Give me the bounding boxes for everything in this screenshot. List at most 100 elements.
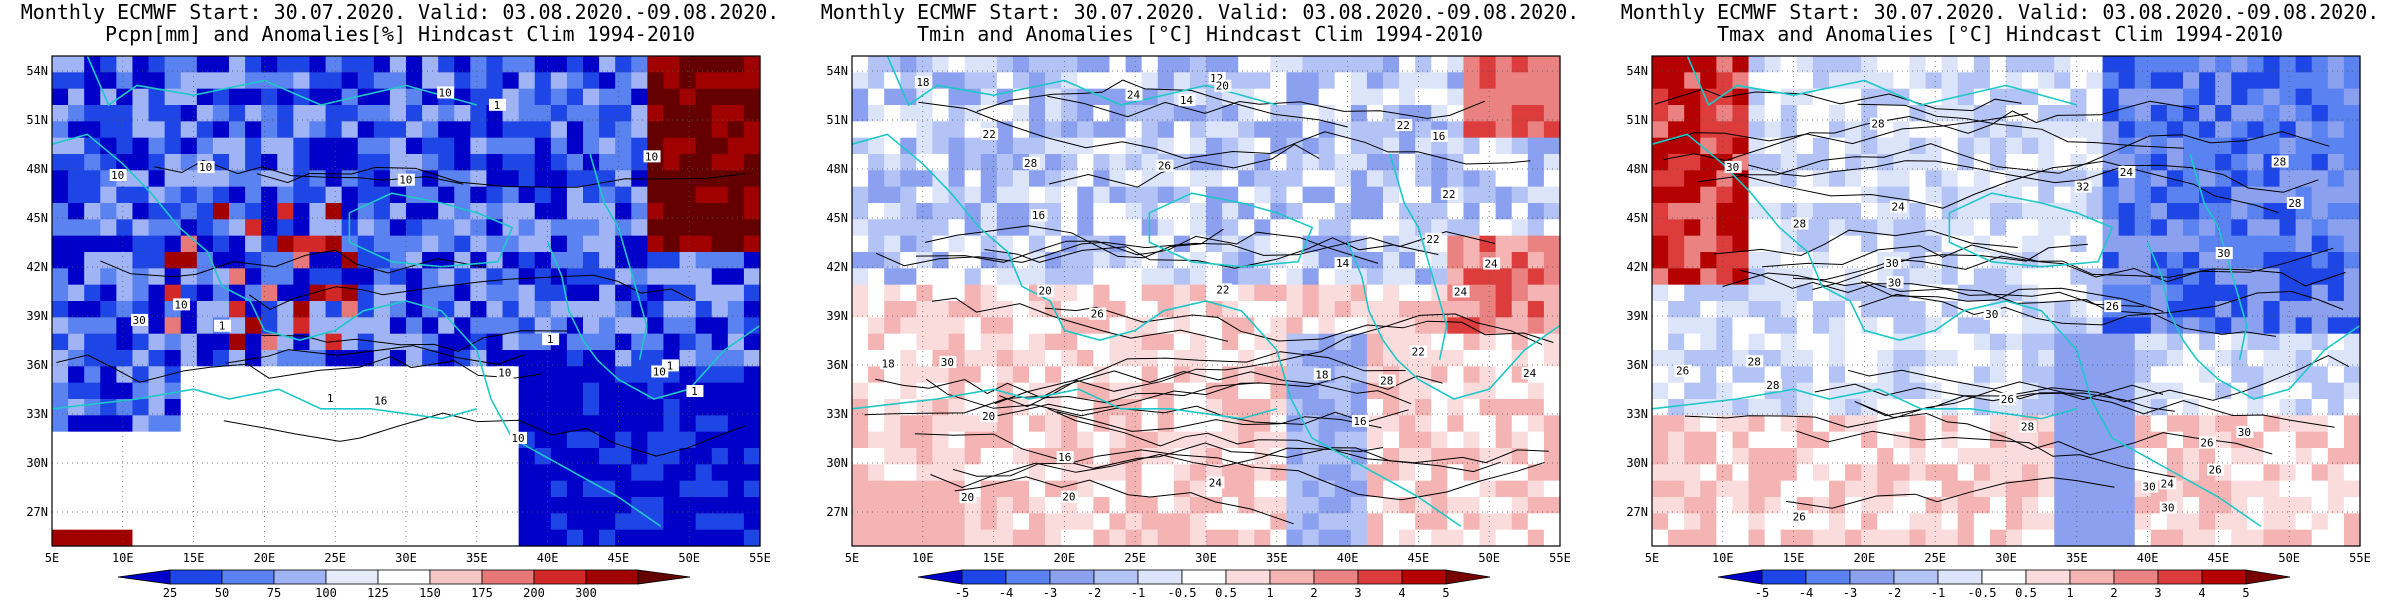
- lon-label: 10E: [1712, 551, 1734, 565]
- contour-label: 10: [174, 298, 187, 311]
- colorbar-label: 4: [1398, 586, 1405, 600]
- colorbar-swatch: [1401, 569, 1447, 585]
- contour-label: 18: [1315, 368, 1328, 381]
- lat-label: 33N: [26, 407, 48, 421]
- contour-label: 30: [2161, 502, 2174, 515]
- lon-label: 40E: [2137, 551, 2159, 565]
- colorbar-label: 125: [367, 586, 389, 600]
- contour-label: 22: [1426, 233, 1439, 246]
- contour-label-bg: [1214, 283, 1232, 296]
- lat-label: 42N: [826, 260, 848, 274]
- contour-label: 30: [2238, 426, 2251, 439]
- contour-label-bg: [2118, 165, 2136, 178]
- contour-label: 14: [1336, 257, 1350, 270]
- lon-label: 45E: [608, 551, 630, 565]
- contour-label-bg: [1440, 187, 1458, 200]
- lat-label: 30N: [1626, 456, 1648, 470]
- lat-label: 51N: [1626, 113, 1648, 127]
- lon-label: 25E: [324, 551, 346, 565]
- contour-label-bg: [173, 298, 191, 311]
- panel-title-line1: Monthly ECMWF Start: 30.07.2020. Valid: …: [1620, 0, 2380, 24]
- contour-label-bg: [1886, 276, 1904, 289]
- contour-label-bg: [2286, 196, 2304, 209]
- lon-label: 35E: [2066, 551, 2088, 565]
- contour-label-bg: [2074, 180, 2092, 193]
- colorbar-swatch: [429, 569, 483, 585]
- lon-label: 5E: [1645, 551, 1659, 565]
- contour-label-bg: [1214, 79, 1232, 92]
- lon-label: 20E: [254, 551, 276, 565]
- colorbar-label: 50: [215, 586, 229, 600]
- lat-label: 51N: [826, 113, 848, 127]
- contour-label-bg: [981, 127, 999, 140]
- colorbar-swatch: [1313, 569, 1359, 585]
- lat-label: 30N: [26, 456, 48, 470]
- colorbar-label: 2: [2110, 586, 2117, 600]
- contour-label-bg: [322, 391, 340, 404]
- contour-label-bg: [2159, 501, 2177, 514]
- contour-label: 28: [1748, 355, 1761, 368]
- colorbar-swatch: [2025, 569, 2071, 585]
- lon-label: 40E: [1337, 551, 1359, 565]
- contour-label-bg: [1724, 160, 1742, 173]
- panel-tmax: Monthly ECMWF Start: 30.07.2020. Valid: …: [1600, 0, 2400, 600]
- colorbar-swatch: [1357, 569, 1403, 585]
- contour-label: 32: [2076, 181, 2089, 194]
- colorbar-swatch: [1717, 569, 1763, 585]
- colorbar-swatch: [2157, 569, 2203, 585]
- contour-label-bg: [2141, 480, 2159, 493]
- contour-label-bg: [1983, 307, 2001, 320]
- contour-label: 24: [2161, 477, 2175, 490]
- contour-label-bg: [2159, 477, 2177, 490]
- colorbar-swatch: [325, 569, 379, 585]
- contour-label: 20: [961, 491, 974, 504]
- contour-label: 18: [916, 76, 929, 89]
- lon-label: 30E: [1995, 551, 2017, 565]
- contour-label: 22: [1216, 283, 1229, 296]
- contour-label-bg: [542, 333, 560, 346]
- lon-label: 10E: [112, 551, 134, 565]
- contour-label: 24: [1523, 367, 1537, 380]
- contour-label-bg: [2215, 247, 2233, 260]
- contour-label-bg: [939, 355, 957, 368]
- contour-label-bg: [2236, 425, 2254, 438]
- contour-label-bg: [1060, 490, 1078, 503]
- lat-label: 33N: [826, 407, 848, 421]
- contour-label-bg: [1870, 117, 1888, 130]
- colorbar-label: -3: [1043, 586, 1057, 600]
- contour-label: 10: [653, 365, 666, 378]
- contour-label-bg: [651, 365, 669, 378]
- contour-label-bg: [1378, 374, 1396, 387]
- contour-label-bg: [1430, 129, 1448, 142]
- contour-label: 16: [374, 394, 387, 407]
- contour-label: 28: [1793, 217, 1806, 230]
- contour-label: 26: [1793, 510, 1806, 523]
- contour-label: 16: [1432, 130, 1445, 143]
- lon-label: 50E: [2278, 551, 2300, 565]
- contour-label-bg: [1746, 355, 1764, 368]
- lon-label: 55E: [1549, 551, 1571, 565]
- lat-label: 45N: [1626, 211, 1648, 225]
- lon-label: 35E: [1266, 551, 1288, 565]
- contour-label: 28: [1024, 157, 1037, 170]
- lon-label: 15E: [1783, 551, 1805, 565]
- lat-label: 51N: [26, 113, 48, 127]
- precip-map: 101010163010101111010111101054N51N48N45N…: [26, 55, 771, 600]
- contour-label: 10: [199, 161, 212, 174]
- colorbar-swatch: [1049, 569, 1095, 585]
- lat-label: 54N: [1626, 64, 1648, 78]
- contour-label-bg: [1791, 510, 1809, 523]
- contour-label-bg: [1313, 368, 1331, 381]
- colorbar-swatch: [917, 569, 963, 585]
- colorbar-swatch: [961, 569, 1007, 585]
- contour-label-bg: [1425, 232, 1443, 245]
- lon-label: 10E: [912, 551, 934, 565]
- colorbar-swatch: [1269, 569, 1315, 585]
- contour-label: 1: [691, 385, 698, 398]
- contour-label-bg: [1125, 88, 1143, 101]
- colorbar-swatch: [1981, 569, 2027, 585]
- lat-label: 27N: [1626, 505, 1648, 519]
- colorbar-label: 1: [2066, 586, 2073, 600]
- colorbar-label: -0.5: [1168, 586, 1197, 600]
- colorbar-swatch: [1937, 569, 1983, 585]
